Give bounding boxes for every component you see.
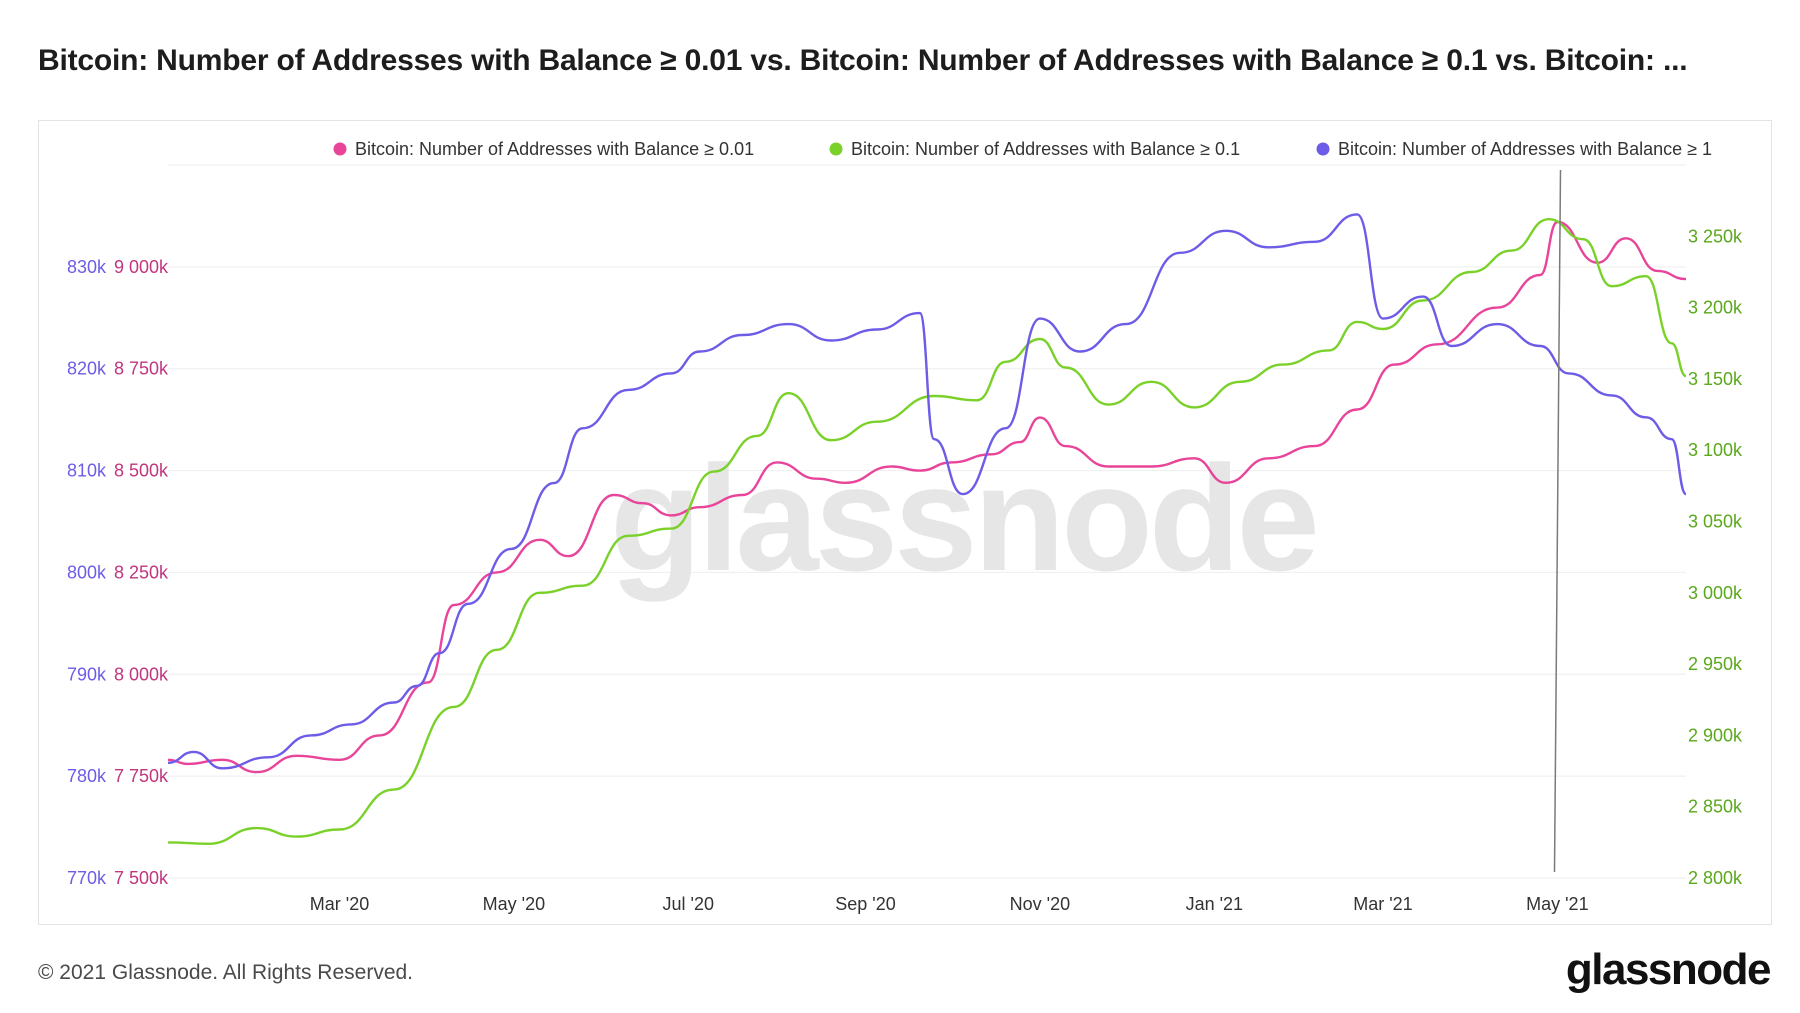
crosshair-line bbox=[1553, 169, 1562, 873]
legend-marker bbox=[829, 142, 843, 156]
series-line bbox=[167, 213, 1688, 770]
y-left-inner-tick: 8 750k bbox=[114, 359, 169, 379]
x-tick: May '20 bbox=[483, 894, 545, 914]
y-left-outer-tick: 780k bbox=[67, 766, 107, 786]
y-right-tick: 2 850k bbox=[1688, 797, 1743, 817]
y-left-inner-tick: 8 000k bbox=[114, 664, 169, 684]
y-left-inner-tick: 7 750k bbox=[114, 766, 169, 786]
x-tick: Jan '21 bbox=[1186, 894, 1243, 914]
series-lines bbox=[167, 213, 1688, 845]
legend-label[interactable]: Bitcoin: Number of Addresses with Balanc… bbox=[1338, 139, 1712, 159]
x-tick: Mar '20 bbox=[310, 894, 369, 914]
y-left-outer-tick: 820k bbox=[67, 359, 107, 379]
x-tick: Sep '20 bbox=[835, 894, 896, 914]
y-left-outer-tick: 800k bbox=[67, 562, 107, 582]
y-left-outer-tick: 830k bbox=[67, 257, 107, 277]
y-right-tick: 3 100k bbox=[1688, 440, 1743, 460]
y-left-outer-tick: 810k bbox=[67, 461, 107, 481]
y-right-tick: 3 250k bbox=[1688, 226, 1743, 246]
x-tick: Nov '20 bbox=[1010, 894, 1070, 914]
copyright-text: © 2021 Glassnode. All Rights Reserved. bbox=[38, 961, 414, 984]
y-right-tick: 3 150k bbox=[1688, 369, 1743, 389]
series-line bbox=[167, 218, 1687, 845]
legend-marker bbox=[333, 142, 347, 156]
y-right-tick: 3 050k bbox=[1688, 512, 1743, 532]
legend-label[interactable]: Bitcoin: Number of Addresses with Balanc… bbox=[851, 139, 1240, 159]
x-tick: May '21 bbox=[1526, 894, 1588, 914]
y-right-tick: 3 200k bbox=[1688, 298, 1743, 318]
y-right-tick: 2 950k bbox=[1688, 654, 1743, 674]
y-left-inner-tick: 8 500k bbox=[114, 461, 169, 481]
y-right-tick: 3 000k bbox=[1688, 583, 1743, 603]
x-tick: Jul '20 bbox=[663, 894, 714, 914]
y-right-tick: 2 800k bbox=[1688, 868, 1743, 888]
y-left-outer-tick: 770k bbox=[67, 868, 107, 888]
y-left-outer-tick: 790k bbox=[67, 664, 107, 684]
legend-label[interactable]: Bitcoin: Number of Addresses with Balanc… bbox=[355, 139, 754, 159]
legend: Bitcoin: Number of Addresses with Balanc… bbox=[333, 139, 1712, 159]
glassnode-logo: glassnode bbox=[1565, 945, 1772, 994]
y-left-inner-tick: 7 500k bbox=[114, 868, 169, 888]
chart-title: Bitcoin: Number of Addresses with Balanc… bbox=[38, 44, 1688, 77]
y-left-inner-tick: 9 000k bbox=[114, 257, 169, 277]
y-right-tick: 2 900k bbox=[1688, 725, 1743, 745]
legend-marker bbox=[1316, 142, 1330, 156]
watermark: glassnode bbox=[610, 434, 1316, 602]
x-tick: Mar '21 bbox=[1353, 894, 1412, 914]
y-left-inner-tick: 8 250k bbox=[114, 562, 169, 582]
axis-ticks: 770k 7 500k 780k 7 750k 790k 8 000k 800k 8 250k… bbox=[67, 226, 1743, 914]
chart-frame bbox=[38, 120, 1772, 925]
